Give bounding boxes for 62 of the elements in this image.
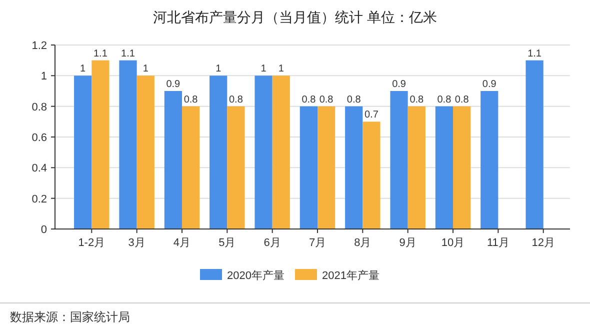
bar: [272, 76, 290, 229]
bar: [210, 76, 228, 229]
data-label: 0.8: [184, 94, 198, 106]
bar: [164, 91, 182, 229]
data-label: 0.8: [229, 94, 244, 106]
data-label: 1: [80, 64, 86, 75]
legend-label: 2020年产量: [227, 269, 284, 282]
data-label: 1.1: [94, 48, 108, 60]
data-label: 0.9: [482, 79, 497, 90]
y-tick-label: 1.2: [32, 40, 47, 52]
data-label: 0.8: [410, 94, 424, 106]
data-label: 0.8: [319, 94, 334, 106]
bar: [119, 60, 137, 229]
y-tick-label: 0.8: [32, 101, 47, 114]
x-tick-label: 9月: [399, 237, 416, 249]
bar: [74, 76, 92, 229]
x-tick-label: 7月: [308, 237, 326, 249]
data-label: 0.8: [346, 94, 362, 106]
data-label: 0.8: [437, 94, 452, 106]
x-tick-label: 10月: [441, 237, 465, 249]
bar: [408, 106, 426, 229]
data-label: 0.9: [392, 79, 406, 90]
bar: [480, 91, 498, 229]
data-label: 0.8: [302, 94, 316, 106]
x-tick-label: 4月: [173, 237, 191, 249]
bar: [435, 106, 454, 229]
data-label: 1: [142, 64, 149, 75]
source-note: 数据来源：国家统计局: [10, 310, 130, 324]
data-label: 0.7: [364, 110, 379, 121]
data-label: 0.8: [454, 94, 470, 106]
data-label: 1.1: [528, 48, 542, 60]
bar: [227, 106, 245, 229]
x-tick-label: 5月: [218, 237, 236, 249]
data-label: 1: [216, 64, 222, 75]
data-label: 0.9: [166, 79, 181, 90]
data-label: 1: [260, 64, 267, 75]
bar: [390, 91, 408, 229]
data-label: 1: [278, 64, 284, 75]
x-tick-label: 3月: [128, 237, 146, 249]
y-tick-label: 0.4: [32, 162, 47, 175]
x-tick-label: 8月: [354, 237, 372, 249]
x-tick-label: 1-2月: [78, 237, 106, 249]
x-tick-label: 6月: [264, 237, 281, 249]
chart-title: 河北省布产量分月（当月值）统计 单位：亿米: [153, 9, 437, 25]
bar: [182, 106, 200, 229]
x-tick-label: 12月: [532, 237, 555, 249]
legend-label: 2021年产量: [322, 269, 380, 282]
bar: [526, 60, 544, 229]
bar: [345, 106, 363, 229]
bar: [92, 60, 110, 229]
x-tick-label: 11月: [486, 237, 510, 249]
bar: [136, 76, 154, 229]
bar: [318, 106, 336, 229]
y-tick-label: 0: [40, 224, 47, 236]
data-label: 1.1: [121, 48, 136, 60]
bar: [362, 122, 380, 229]
y-tick-label: 0.6: [32, 132, 47, 144]
bar: [254, 76, 272, 229]
y-tick-label: 1: [40, 70, 47, 83]
bar: [453, 106, 471, 229]
bar: [300, 106, 318, 229]
y-tick-label: 0.2: [32, 193, 47, 206]
